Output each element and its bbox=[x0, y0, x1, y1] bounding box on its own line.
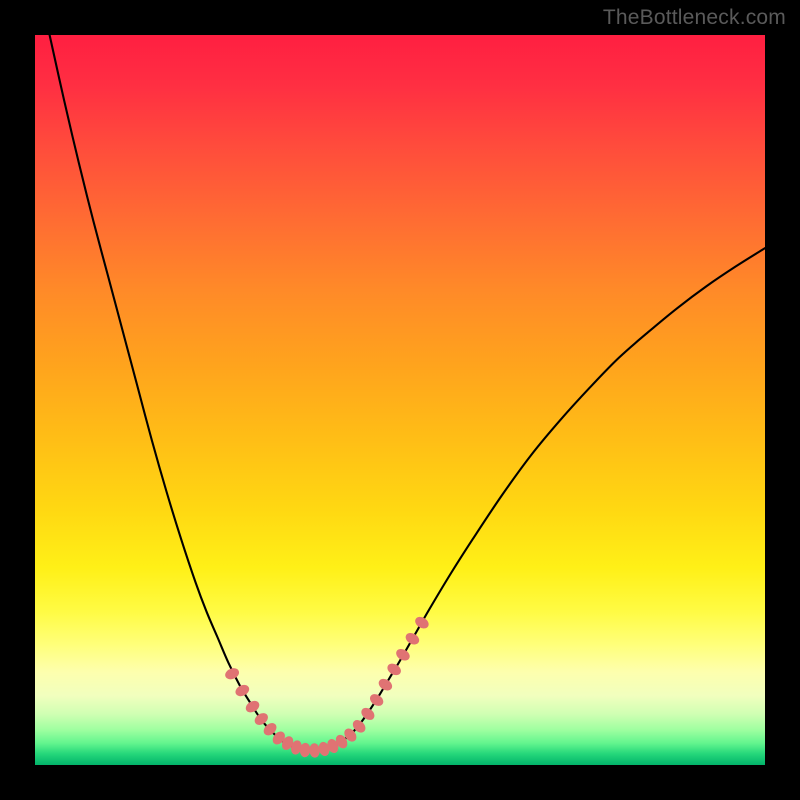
watermark-text: TheBottleneck.com bbox=[603, 6, 786, 30]
chart-background bbox=[35, 35, 765, 765]
chart-area bbox=[35, 35, 765, 765]
